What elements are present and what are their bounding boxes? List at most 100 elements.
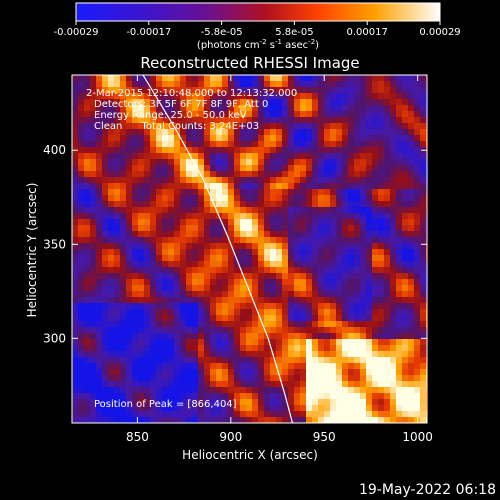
heatmap-cell — [180, 369, 186, 375]
heatmap-cell — [360, 225, 366, 231]
heatmap-cell — [414, 123, 420, 129]
heatmap-cell — [228, 315, 234, 321]
heatmap-cell — [336, 261, 342, 267]
heatmap-cell — [246, 189, 252, 195]
heatmap-cell — [372, 219, 378, 225]
heatmap-cell — [102, 201, 108, 207]
heatmap-cell — [138, 351, 144, 357]
heatmap-cell — [120, 135, 126, 141]
heatmap-cell — [324, 87, 330, 93]
heatmap-cell — [324, 123, 330, 129]
heatmap-cell — [246, 123, 252, 129]
heatmap-cell — [108, 363, 114, 369]
heatmap-cell — [378, 231, 384, 237]
heatmap-cell — [360, 315, 366, 321]
heatmap-cell — [96, 231, 102, 237]
heatmap-cell — [222, 411, 228, 417]
heatmap-cell — [270, 255, 276, 261]
heatmap-cell — [198, 141, 204, 147]
heatmap-cell — [324, 411, 330, 417]
heatmap-cell — [168, 369, 174, 375]
heatmap-cell — [120, 147, 126, 153]
heatmap-cell — [378, 147, 384, 153]
heatmap-cell — [84, 135, 90, 141]
heatmap-cell — [396, 381, 402, 387]
heatmap-cell — [174, 273, 180, 279]
heatmap-cell — [78, 393, 84, 399]
heatmap-cell — [312, 333, 318, 339]
heatmap-cell — [360, 183, 366, 189]
heatmap-cell — [318, 399, 324, 405]
heatmap-cell — [72, 351, 78, 357]
heatmap-cell — [114, 273, 120, 279]
heatmap-cell — [348, 327, 354, 333]
heatmap-cell — [414, 147, 420, 153]
heatmap-cell — [228, 129, 234, 135]
heatmap-cell — [144, 417, 150, 423]
heatmap-cell — [324, 93, 330, 99]
heatmap-cell — [348, 87, 354, 93]
heatmap-cell — [348, 405, 354, 411]
heatmap-cell — [198, 159, 204, 165]
heatmap-cell — [78, 303, 84, 309]
heatmap-cell — [252, 123, 258, 129]
heatmap-cell — [240, 327, 246, 333]
heatmap-cell — [234, 201, 240, 207]
heatmap-cell — [228, 297, 234, 303]
heatmap-cell — [96, 165, 102, 171]
heatmap-cell — [294, 81, 300, 87]
heatmap-cell — [78, 387, 84, 393]
heatmap-cell — [102, 93, 108, 99]
heatmap-cell — [108, 399, 114, 405]
heatmap-cell — [84, 201, 90, 207]
heatmap-cell — [306, 153, 312, 159]
heatmap-cell — [144, 93, 150, 99]
heatmap-cell — [234, 273, 240, 279]
heatmap-cell — [96, 81, 102, 87]
heatmap-cell — [372, 201, 378, 207]
heatmap-cell — [330, 411, 336, 417]
heatmap-cell — [366, 105, 372, 111]
heatmap-cell — [390, 309, 396, 315]
heatmap-cell — [270, 321, 276, 327]
heatmap-cell — [372, 105, 378, 111]
heatmap-cell — [240, 411, 246, 417]
heatmap-cell — [366, 375, 372, 381]
heatmap-cell — [114, 189, 120, 195]
heatmap-cell — [78, 327, 84, 333]
heatmap-cell — [396, 237, 402, 243]
heatmap-cell — [276, 405, 282, 411]
heatmap-cell — [90, 417, 96, 423]
heatmap-cell — [150, 123, 156, 129]
heatmap-cell — [396, 219, 402, 225]
heatmap-cell — [354, 327, 360, 333]
heatmap-cell — [186, 231, 192, 237]
heatmap-cell — [408, 297, 414, 303]
heatmap-cell — [78, 369, 84, 375]
heatmap-cell — [378, 129, 384, 135]
heatmap-cell — [270, 303, 276, 309]
heatmap-cell — [192, 81, 198, 87]
heatmap-cell — [420, 249, 426, 255]
heatmap-cell — [126, 375, 132, 381]
heatmap-cell — [408, 339, 414, 345]
heatmap-cell — [216, 411, 222, 417]
heatmap-cell — [120, 87, 126, 93]
heatmap-cell — [102, 315, 108, 321]
heatmap-cell — [126, 399, 132, 405]
heatmap-cell — [108, 171, 114, 177]
heatmap-cell — [102, 159, 108, 165]
heatmap-cell — [246, 225, 252, 231]
heatmap-cell — [210, 129, 216, 135]
heatmap-cell — [168, 81, 174, 87]
heatmap-cell — [360, 339, 366, 345]
heatmap-cell — [216, 357, 222, 363]
heatmap-cell — [360, 93, 366, 99]
heatmap-cell — [270, 225, 276, 231]
heatmap-cell — [408, 87, 414, 93]
heatmap-cell — [204, 105, 210, 111]
heatmap-cell — [210, 177, 216, 183]
heatmap-cell — [120, 333, 126, 339]
heatmap-cell — [216, 237, 222, 243]
heatmap-cell — [366, 279, 372, 285]
